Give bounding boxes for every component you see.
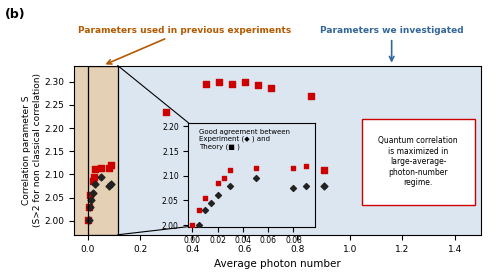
Point xyxy=(89,179,97,184)
Point xyxy=(87,198,95,202)
Point xyxy=(320,184,328,188)
Point xyxy=(202,203,210,207)
Y-axis label: Correlation parameter S
(S>2 for non classical correlation): Correlation parameter S (S>2 for non cla… xyxy=(22,73,42,227)
Point xyxy=(107,182,115,186)
Point xyxy=(201,196,209,200)
Point xyxy=(90,175,98,179)
FancyBboxPatch shape xyxy=(362,119,475,205)
Point xyxy=(307,93,314,98)
Point xyxy=(220,176,228,180)
Point xyxy=(226,183,234,188)
Point xyxy=(194,208,202,212)
Point xyxy=(201,208,209,212)
Point xyxy=(215,79,223,84)
Text: Parameters used in previous experiments: Parameters used in previous experiments xyxy=(77,26,291,64)
Point xyxy=(97,175,105,179)
Point xyxy=(214,181,222,185)
Point xyxy=(251,166,259,170)
Bar xyxy=(74,66,119,235)
Point xyxy=(202,82,210,86)
Point xyxy=(207,201,215,205)
Point xyxy=(290,186,298,190)
Bar xyxy=(87,66,118,235)
Point xyxy=(86,193,94,198)
Point xyxy=(105,165,113,170)
Point xyxy=(85,218,93,222)
Point xyxy=(85,205,93,209)
Point xyxy=(105,184,113,188)
Point xyxy=(251,176,259,180)
Point xyxy=(162,110,170,114)
Point xyxy=(194,222,202,227)
Point xyxy=(226,168,234,172)
Text: Parameters we investigated: Parameters we investigated xyxy=(320,26,463,61)
Point xyxy=(215,200,223,204)
Point xyxy=(241,189,249,193)
Point xyxy=(267,195,275,200)
Point xyxy=(290,166,298,170)
Point xyxy=(302,183,310,188)
Point xyxy=(214,193,222,198)
Point xyxy=(89,191,97,195)
Point xyxy=(91,167,99,171)
Text: Quantum correlation
is maximized in
large-average-
photon-number
regime.: Quantum correlation is maximized in larg… xyxy=(378,136,458,187)
Point xyxy=(97,165,105,170)
Text: (b): (b) xyxy=(5,8,26,21)
Point xyxy=(83,218,91,222)
Point xyxy=(267,86,275,90)
Point xyxy=(451,121,459,126)
Point xyxy=(320,168,328,172)
Point xyxy=(91,182,99,186)
X-axis label: Average photon number: Average photon number xyxy=(214,259,341,269)
Point xyxy=(228,82,236,86)
Point xyxy=(241,79,249,84)
Point xyxy=(188,222,196,227)
Point xyxy=(86,205,94,209)
Point xyxy=(254,83,262,87)
Point xyxy=(254,195,262,200)
Point xyxy=(302,164,310,168)
Text: Good agreement between
Experiment (◆ ) and
Theory (■ ): Good agreement between Experiment (◆ ) a… xyxy=(198,129,290,150)
Point xyxy=(107,163,115,167)
